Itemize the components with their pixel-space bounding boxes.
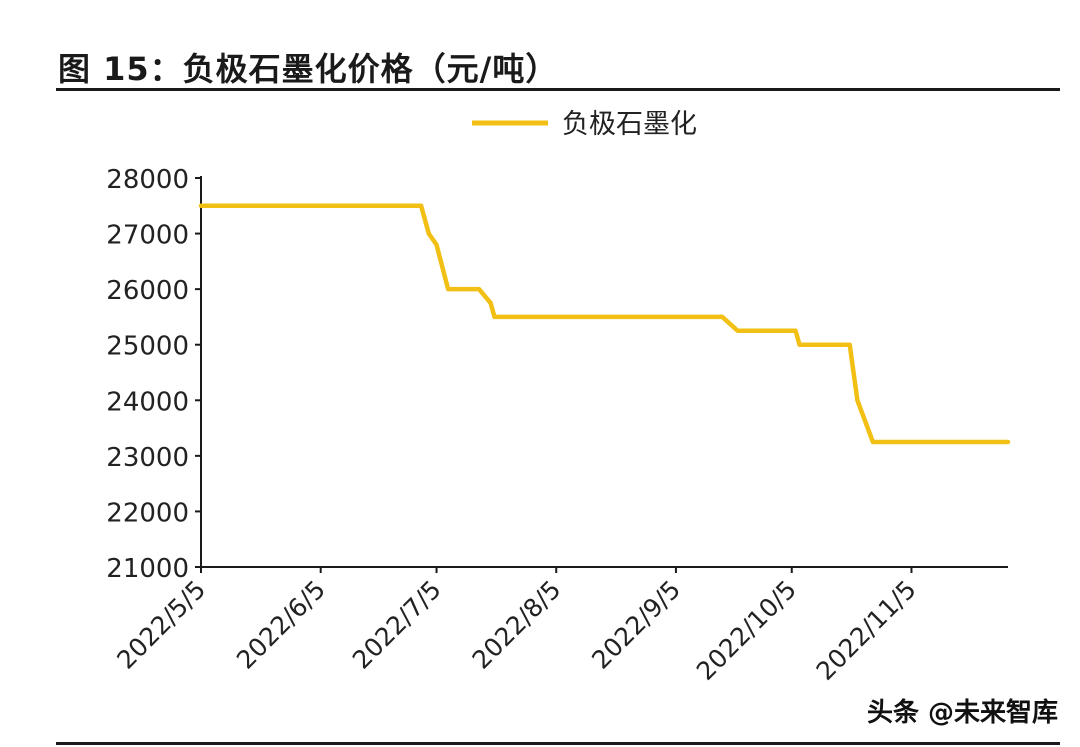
legend: 负极石墨化: [472, 109, 697, 140]
y-tick-label: 26000: [106, 276, 189, 306]
y-tick-label: 28000: [106, 165, 189, 195]
x-axis-ticks: 2022/5/5 2022/6/5 2022/7/5 2022/8/5 2022/9/5…: [111, 567, 922, 686]
series-group: [198, 203, 1011, 445]
axes: [200, 176, 1008, 568]
figure-title: 图 15：负极石墨化价格（元/吨）: [58, 50, 559, 88]
x-tick-label: 2022/9/5: [586, 575, 686, 675]
x-tick-label: 2022/8/5: [467, 575, 567, 675]
y-tick-label: 24000: [106, 387, 189, 417]
x-tick-label: 2022/7/5: [347, 575, 447, 675]
title-rule: [56, 88, 1060, 91]
bottom-rule: [56, 742, 1060, 745]
x-tick-label: 2022/6/5: [231, 575, 331, 675]
x-tick-label: 2022/11/5: [811, 575, 922, 686]
y-tick-label: 21000: [106, 554, 189, 584]
series-line: [198, 203, 1011, 445]
legend-label: 负极石墨化: [562, 109, 697, 140]
x-tick-label: 2022/5/5: [111, 575, 211, 675]
y-tick-label: 27000: [106, 221, 189, 251]
x-tick-label: 2022/10/5: [691, 575, 802, 686]
y-tick-label: 25000: [106, 332, 189, 362]
watermark: 头条 @未来智库: [866, 698, 1058, 728]
y-tick-label: 22000: [106, 498, 189, 528]
y-tick-label: 23000: [106, 443, 189, 473]
y-axis-ticks: 21000 22000 23000 24000 25000 26000 27000 28000: [106, 165, 201, 584]
